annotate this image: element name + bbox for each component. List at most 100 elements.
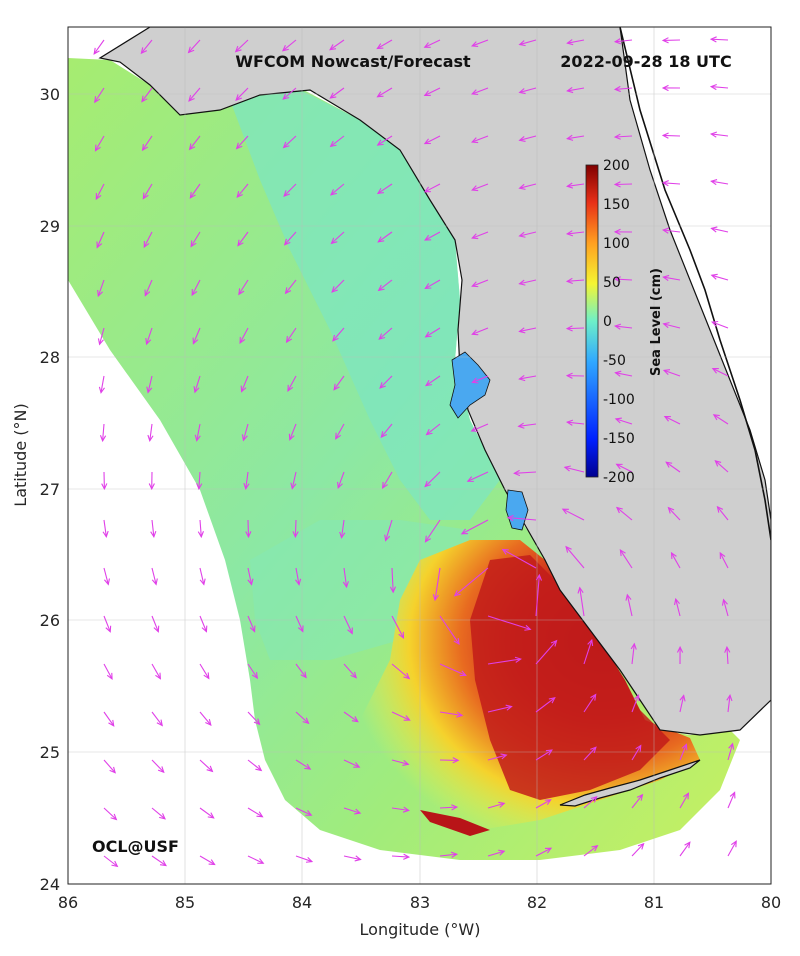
wind-arrow [727,792,736,809]
wind-arrow-head [425,380,433,387]
wind-arrow-head [99,435,107,443]
wind-arrow-head [637,842,645,850]
y-tick-label: 25 [40,743,60,762]
wind-arrow [331,279,345,293]
wind-arrow-head [96,241,103,249]
colorbar: 200 150 100 50 0 -50 -100 -150 -200 Sea … [585,158,664,486]
wind-arrow-head [337,481,343,490]
wind-arrow-head [423,186,432,193]
wind-arrow-head [243,482,250,490]
wind-arrow [711,133,729,137]
wind-arrow [663,276,681,281]
wind-arrow-head [566,86,574,94]
wind-arrow [663,229,681,233]
wind-arrow-head [191,288,198,297]
wind-arrow-head [544,799,552,806]
colorbar-tick: 100 [603,236,630,252]
wind-arrow-head [518,88,526,95]
wind-arrow-head [470,426,478,432]
wind-arrow-head [108,719,115,727]
wind-arrow [631,794,643,809]
wind-arrow-head [97,289,103,298]
wind-arrow-head [239,336,246,345]
wind-arrow [615,325,633,329]
wind-arrow [471,87,489,95]
tampa-bay [449,351,491,419]
wind-arrow-head [240,385,247,393]
wind-arrow-head [590,693,597,701]
wind-arrow [424,183,441,193]
x-tick-label: 82 [527,893,547,912]
wind-arrow [631,843,645,857]
wind-arrow [711,227,729,233]
wind-arrow [151,855,167,867]
wind-arrow-head [188,143,196,151]
wind-arrow [247,567,253,585]
wind-arrow-head [683,792,690,800]
wind-arrow-head [451,804,459,811]
wind-arrow-head [453,638,460,646]
wind-arrow [343,759,360,768]
wind-arrow-head [187,46,195,54]
wind-arrow-head [304,763,312,770]
wind-arrow-head [566,39,574,46]
colorbar-tick: -200 [603,470,635,486]
wind-arrow [151,759,165,773]
colorbar-scale [585,164,599,478]
wind-arrow-head [285,336,293,344]
wind-arrow-head [305,810,313,816]
wind-arrow [675,598,681,617]
wind-arrow-head [237,239,244,247]
wind-arrow [295,759,311,770]
wind-arrow [377,135,393,146]
wind-arrow-head [724,645,731,653]
wind-arrow [471,423,489,432]
wind-arrow-head [94,96,101,104]
wind-arrow-head [663,415,671,422]
wind-arrow [717,506,729,521]
wind-arrow-head [684,841,691,849]
wind-arrow-head [662,369,671,376]
wind-arrow-head [681,743,688,751]
wind-arrow-head [711,320,719,327]
wind-arrow-head [403,715,411,721]
wind-arrow [535,574,540,617]
wind-arrow-head [339,531,346,539]
wind-arrow-head [249,625,256,633]
wind-arrow-head [350,671,358,679]
wind-arrow-head [282,141,290,149]
florida-land [98,27,771,736]
wind-arrow [192,327,201,344]
wind-arrow [189,183,201,199]
wind-arrow-head [614,417,622,424]
wind-arrow [146,327,153,345]
wind-arrow [567,39,585,44]
wind-arrow [425,519,441,542]
wind-arrow [567,231,585,235]
wind-arrow-head [381,481,388,489]
wind-arrow [237,231,249,246]
wind-arrow-head [545,749,553,756]
wind-arrow-head [353,762,361,768]
wind-arrow [454,567,489,597]
wind-arrow [242,423,249,441]
wind-arrow [615,372,633,377]
wind-arrow [519,231,537,237]
wind-arrow [199,615,207,632]
wind-arrow-head [376,139,384,146]
wind-arrow [189,135,201,150]
wind-arrow-head [665,461,673,468]
wind-arrow-head [470,89,479,96]
wind-arrow [188,39,201,53]
wind-arrow-head [196,483,203,491]
wind-arrow-head [140,47,148,55]
wind-arrow-head [505,704,513,711]
wind-arrow-head [282,93,290,100]
wind-arrow [671,552,681,569]
grid [68,27,771,884]
wind-arrow [424,135,441,145]
wind-arrow-head [98,386,105,394]
wind-arrow [472,183,489,191]
wind-arrow-head [235,142,243,150]
wind-arrow [727,695,731,713]
